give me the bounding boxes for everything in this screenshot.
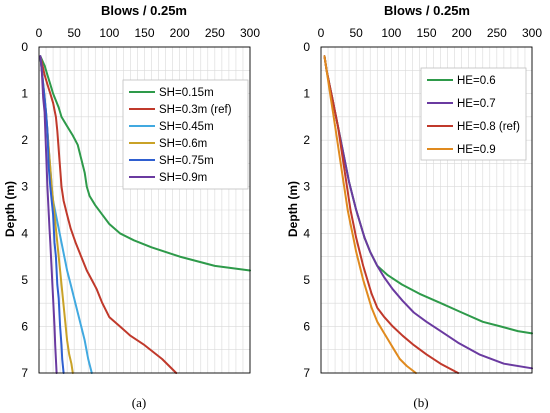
y-tick-label: 0 bbox=[303, 40, 310, 54]
x-tick-label: 100 bbox=[99, 26, 119, 40]
chart-b-legend: HE=0.6 HE=0.7 HE=0.8 (ref) HE=0.9 bbox=[420, 67, 527, 161]
series-line-sh-0-9m bbox=[39, 55, 58, 374]
y-tick-label: 7 bbox=[303, 366, 310, 380]
legend-label: SH=0.6m bbox=[159, 138, 207, 150]
chart-a-legend: SH=0.15m SH=0.3m (ref) SH=0.45m SH=0.6m SH=0… bbox=[122, 79, 249, 190]
legend-label: HE=0.9 bbox=[457, 144, 496, 156]
y-tick-label: 6 bbox=[303, 319, 310, 333]
series-line-sh-0-15m bbox=[39, 55, 251, 272]
legend-label: SH=0.9m bbox=[159, 172, 207, 184]
chart-a-series bbox=[39, 55, 251, 374]
chart-a-x-ticks: 0 50 100 150 200 250 300 bbox=[36, 26, 261, 40]
y-tick-label: 5 bbox=[21, 273, 28, 287]
y-tick-label: 1 bbox=[21, 87, 28, 101]
legend-label: HE=0.7 bbox=[457, 98, 496, 110]
chart-b-title: Blows / 0.25m bbox=[384, 3, 470, 18]
chart-b-legend-box bbox=[420, 67, 527, 161]
chart-b-plot-frame bbox=[320, 46, 533, 374]
y-tick-label: 4 bbox=[21, 226, 28, 240]
y-tick-label: 6 bbox=[21, 319, 28, 333]
legend-label: SH=0.3m (ref) bbox=[159, 104, 232, 116]
y-tick-label: 0 bbox=[21, 40, 28, 54]
chart-a-legend-box bbox=[122, 79, 249, 190]
chart-b-x-ticks: 0 50 100 150 200 250 300 bbox=[318, 26, 543, 40]
y-tick-label: 7 bbox=[21, 366, 28, 380]
x-tick-label: 0 bbox=[36, 26, 43, 40]
chart-a-y-axis-label: Depth (m) bbox=[3, 181, 17, 237]
legend-label: SH=0.75m bbox=[159, 155, 214, 167]
x-tick-label: 250 bbox=[205, 26, 225, 40]
chart-b-series bbox=[323, 55, 533, 374]
chart-a: Blows / 0.25m 0 50 100 150 200 250 300 0 1 2 3 4 5 6… bbox=[3, 3, 260, 410]
x-tick-label: 150 bbox=[134, 26, 154, 40]
y-tick-label: 1 bbox=[303, 87, 310, 101]
series-line-he-0-8-ref- bbox=[323, 55, 460, 374]
legend-label: HE=0.6 bbox=[457, 75, 496, 87]
x-tick-label: 200 bbox=[452, 26, 472, 40]
x-tick-label: 100 bbox=[381, 26, 401, 40]
x-tick-label: 150 bbox=[416, 26, 436, 40]
chart-a-title: Blows / 0.25m bbox=[101, 3, 187, 18]
legend-label: SH=0.15m bbox=[159, 87, 214, 99]
x-tick-label: 0 bbox=[318, 26, 325, 40]
chart-a-y-ticks: 0 1 2 3 4 5 6 7 bbox=[21, 40, 28, 380]
y-tick-label: 3 bbox=[21, 180, 28, 194]
x-tick-label: 250 bbox=[487, 26, 507, 40]
x-tick-label: 300 bbox=[240, 26, 260, 40]
y-tick-label: 2 bbox=[303, 133, 310, 147]
y-tick-label: 5 bbox=[303, 273, 310, 287]
chart-b-y-axis-label: Depth (m) bbox=[286, 181, 300, 237]
y-tick-label: 4 bbox=[303, 226, 310, 240]
chart-b: Blows / 0.25m 0 50 100 150 200 250 300 0 1 2 3 4 5 6… bbox=[286, 3, 542, 410]
legend-label: SH=0.45m bbox=[159, 121, 214, 133]
chart-b-caption: (b) bbox=[413, 395, 428, 410]
series-line-he-0-9 bbox=[323, 55, 417, 374]
series-line-sh-0-3m-ref- bbox=[39, 55, 178, 374]
x-tick-label: 50 bbox=[349, 26, 363, 40]
y-tick-label: 2 bbox=[21, 133, 28, 147]
chart-a-caption: (a) bbox=[132, 395, 146, 410]
legend-label: HE=0.8 (ref) bbox=[457, 121, 520, 133]
series-line-sh-0-75m bbox=[39, 55, 65, 374]
x-tick-label: 50 bbox=[67, 26, 81, 40]
x-tick-label: 300 bbox=[522, 26, 542, 40]
x-tick-label: 200 bbox=[170, 26, 190, 40]
y-tick-label: 3 bbox=[303, 180, 310, 194]
chart-b-y-ticks: 0 1 2 3 4 5 6 7 bbox=[303, 40, 310, 380]
chart-a-plot-frame bbox=[38, 46, 251, 374]
